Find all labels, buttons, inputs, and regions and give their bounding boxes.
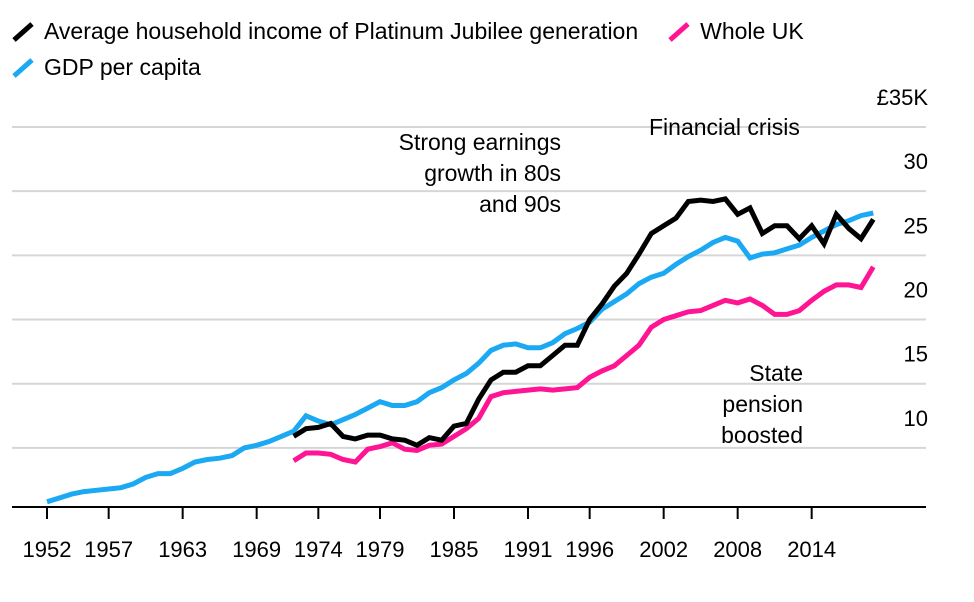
annotation-state-pension-line-2: pension xyxy=(722,391,803,417)
legend-label-whole-uk: Whole UK xyxy=(700,18,804,44)
legend-row-1: Average household income of Platinum Jub… xyxy=(10,18,832,45)
legend-swatch-jubilee xyxy=(12,21,34,42)
x-tick-label-1996: 1996 xyxy=(565,537,614,562)
x-tick-label-1952: 1952 xyxy=(23,537,72,562)
line-whole-uk xyxy=(292,265,876,465)
line-jubilee-generation xyxy=(292,196,876,449)
x-tick-label-1957: 1957 xyxy=(84,537,133,562)
annotation-strong-earnings-line-2: growth in 80s xyxy=(424,160,561,186)
y-tick-label-20: 20 xyxy=(904,278,928,303)
x-tick-label-1979: 1979 xyxy=(356,537,405,562)
annotation-strong-earnings-line-1: Strong earnings xyxy=(399,129,561,155)
x-tick-label-2008: 2008 xyxy=(713,537,762,562)
x-tick-label-1991: 1991 xyxy=(504,537,553,562)
legend-swatch-whole-uk xyxy=(668,21,690,42)
legend-swatch-gdp xyxy=(12,57,34,78)
annotation-state-pension-line-1: State xyxy=(749,360,803,386)
y-tick-label-35: £35K xyxy=(877,85,929,110)
line-gdp-per-capita xyxy=(46,210,874,505)
y-tick-label-25: 25 xyxy=(904,213,928,238)
x-tick-label-1963: 1963 xyxy=(158,537,207,562)
y-tick-label-10: 10 xyxy=(904,406,928,431)
x-tick-label-2002: 2002 xyxy=(639,537,688,562)
annotation-state-pension-line-3: boosted xyxy=(721,422,803,448)
y-tick-label-30: 30 xyxy=(904,149,928,174)
legend-label-gdp: GDP per capita xyxy=(44,54,201,80)
legend-entry-jubilee: Average household income of Platinum Jub… xyxy=(10,18,638,45)
legend-entry-gdp: GDP per capita xyxy=(10,54,201,81)
annotation-strong-earnings-line-3: and 90s xyxy=(479,191,561,217)
x-tick-label-2014: 2014 xyxy=(787,537,836,562)
x-tick-label-1985: 1985 xyxy=(430,537,479,562)
annotation-financial-crisis-line-1: Financial crisis xyxy=(649,114,800,140)
x-tick-label-1974: 1974 xyxy=(294,537,343,562)
x-tick-label-1969: 1969 xyxy=(232,537,281,562)
legend-row-2: GDP per capita xyxy=(10,54,229,81)
y-tick-label-15: 15 xyxy=(904,342,928,367)
legend-label-jubilee: Average household income of Platinum Jub… xyxy=(44,18,639,44)
legend-entry-whole-uk: Whole UK xyxy=(666,18,804,45)
